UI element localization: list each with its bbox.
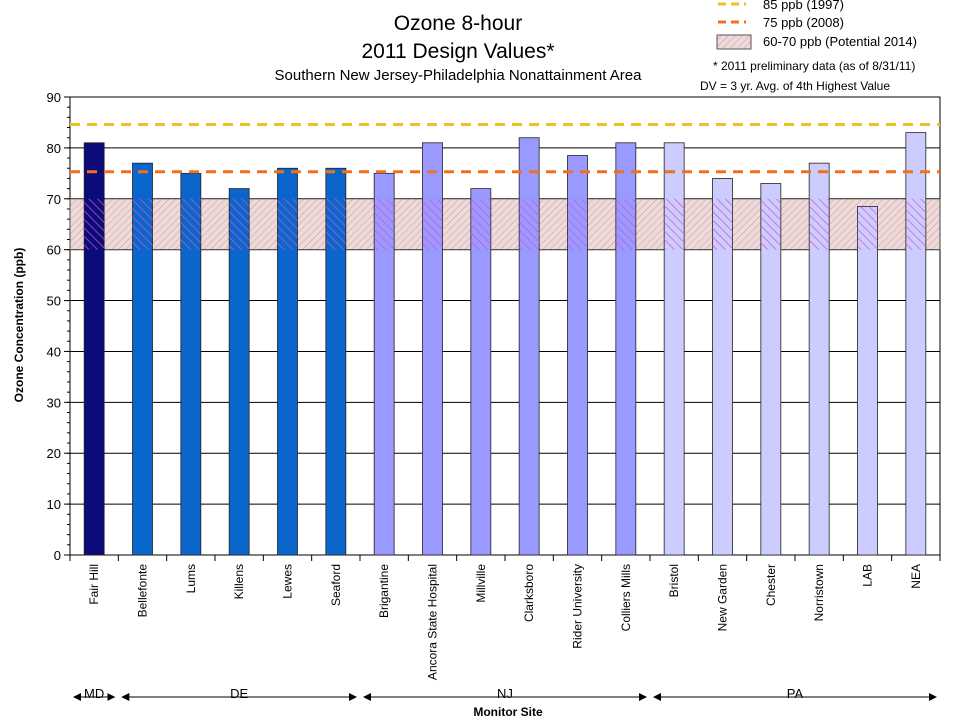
y-tick-label: 80 <box>47 141 61 156</box>
x-category-label: Chester <box>764 564 778 606</box>
y-tick-label: 30 <box>47 395 61 410</box>
bar-5 <box>325 167 347 556</box>
bar-band-overlay-12 <box>664 198 685 250</box>
legend-85-label: 85 ppb (1997) <box>763 0 844 12</box>
y-tick-label: 50 <box>47 294 61 309</box>
x-category-label: Bristol <box>667 564 681 597</box>
bar-band-overlay-11 <box>615 198 636 250</box>
x-category-label: Rider University <box>571 564 585 649</box>
y-tick-label: 90 <box>47 90 61 105</box>
y-tick-label: 60 <box>47 243 61 258</box>
bar-band-overlay-5 <box>325 198 346 250</box>
x-category-label: NEA <box>909 564 923 589</box>
x-axis-label: Monitor Site <box>473 705 543 719</box>
chart-subtitle: 2011 Design Values* <box>361 40 554 63</box>
bar-band-overlay-10 <box>567 198 588 250</box>
x-category-label: Lewes <box>281 564 295 599</box>
bar-1 <box>132 162 153 556</box>
bar-3 <box>228 188 250 556</box>
bar-band-overlay-9 <box>519 198 540 250</box>
bar-band-overlay-0 <box>84 198 105 250</box>
bar-4 <box>277 167 298 556</box>
bar-band-overlay-17 <box>905 198 926 250</box>
bar-band-overlay-1 <box>132 198 153 250</box>
bar-band-overlay-8 <box>470 198 491 250</box>
x-category-label: Ancora State Hospital <box>426 564 440 680</box>
x-category-label: Killens <box>232 564 246 599</box>
legend-75-label: 75 ppb (2008) <box>763 15 844 30</box>
x-category-label: New Garden <box>716 564 730 631</box>
bar-band-overlay-13 <box>712 198 733 250</box>
bar-band-overlay-16 <box>857 206 878 250</box>
y-tick-label: 70 <box>47 192 61 207</box>
x-category-label: Fair Hill <box>87 564 101 605</box>
state-label-de: DE <box>230 686 248 701</box>
x-category-label: Lums <box>184 564 198 593</box>
bar-13 <box>712 178 733 556</box>
bar-14 <box>760 183 782 556</box>
x-category-label: Seaford <box>329 564 343 606</box>
bar-band-overlay-14 <box>760 198 781 250</box>
bar-16 <box>857 206 878 556</box>
legend-band-label: 60-70 ppb (Potential 2014) <box>763 34 917 49</box>
plot-area: 0 10 20 30 40 50 60 70 80 90 Fair Hill Bellefonte Lu… <box>47 90 941 701</box>
bar-6 <box>373 172 395 556</box>
legend-band-swatch <box>716 34 752 50</box>
x-category-label: Clarksboro <box>522 564 536 622</box>
y-tick-label: 0 <box>54 548 61 563</box>
bar-band-overlay-7 <box>422 198 443 250</box>
note-preliminary: * 2011 preliminary data (as of 8/31/11) <box>713 59 915 73</box>
chart-title: Ozone 8-hour <box>394 12 522 35</box>
band-60-70 <box>69 198 941 251</box>
bar-band-overlay-6 <box>374 198 395 250</box>
bar-10 <box>567 155 588 556</box>
note-dv: DV = 3 yr. Avg. of 4th Highest Value <box>700 79 890 93</box>
y-axis-label: Ozone Concentration (ppb) <box>12 248 26 403</box>
plot-frame <box>69 96 941 556</box>
bar-8 <box>470 188 492 556</box>
state-label-nj: NJ <box>497 686 513 701</box>
bar-17 <box>905 132 927 556</box>
bar-2 <box>180 172 202 556</box>
y-tick-label: 10 <box>47 497 61 512</box>
y-tick-label: 40 <box>47 344 61 359</box>
x-category-label: Colliers Mills <box>619 564 633 631</box>
state-label-md: MD <box>84 686 104 701</box>
x-category-label: Brigantine <box>377 564 391 618</box>
x-category-label: Millville <box>474 564 488 603</box>
chart-subtitle-area: Southern New Jersey-Philadelphia Nonatta… <box>275 67 643 84</box>
bar-band-overlay-2 <box>180 198 201 250</box>
bar-15 <box>808 162 830 556</box>
x-category-label: Bellefonte <box>136 564 150 618</box>
state-label-pa: PA <box>787 686 804 701</box>
bar-band-overlay-4 <box>277 198 298 250</box>
x-category-label: LAB <box>861 564 875 587</box>
x-category-label: Norristown <box>812 564 826 621</box>
bar-band-overlay-15 <box>809 198 830 250</box>
y-tick-label: 20 <box>47 446 61 461</box>
bar-band-overlay-3 <box>229 198 250 250</box>
legend: 85 ppb (1997) 75 ppb (2008) 60-70 ppb (P… <box>700 0 917 93</box>
